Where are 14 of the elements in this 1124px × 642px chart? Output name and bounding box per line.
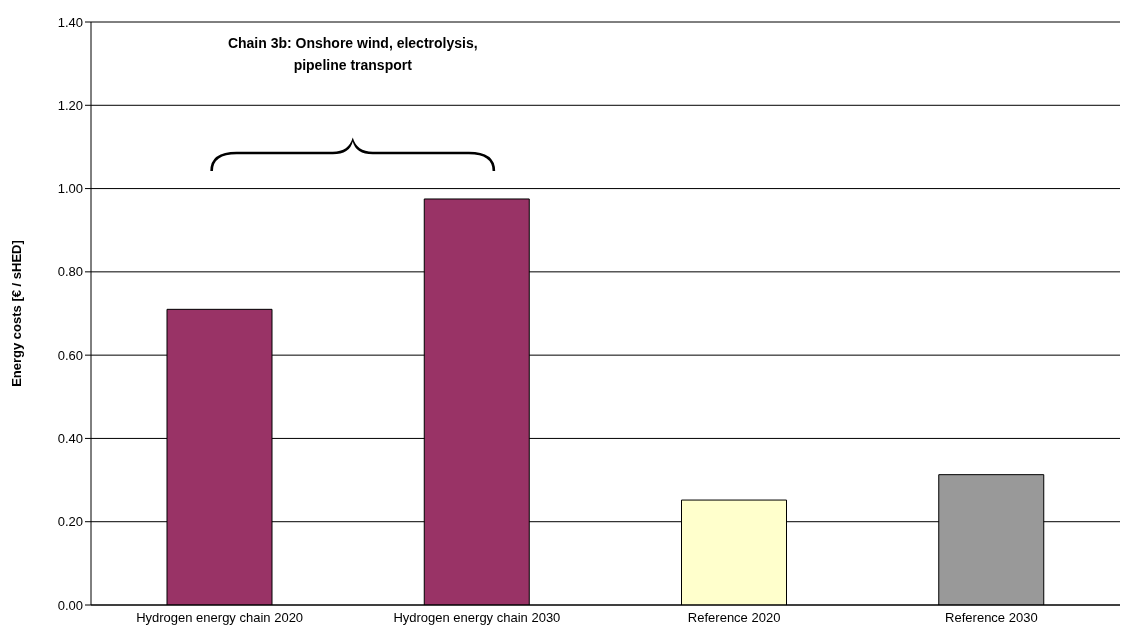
x-tick-label: Reference 2030 bbox=[945, 610, 1038, 626]
x-tick-label: Hydrogen energy chain 2030 bbox=[393, 610, 561, 626]
y-tick-label: 1.20 bbox=[57, 97, 83, 113]
y-axis-title: Energy costs [€ / sHED] bbox=[8, 240, 24, 387]
y-tick-label: 0.80 bbox=[57, 264, 83, 280]
annotation: Chain 3b: Onshore wind, electrolysis, pipeline transport bbox=[227, 35, 478, 73]
y-tick-label: 0.20 bbox=[57, 514, 83, 530]
x-tick-label: Reference 2020 bbox=[687, 610, 781, 626]
x-tick-label: Hydrogen energy chain 2020 bbox=[136, 610, 304, 626]
y-tick-label: 0.60 bbox=[57, 347, 83, 363]
y-tick-label: 0.00 bbox=[57, 597, 83, 613]
y-tick-label: 0.40 bbox=[57, 431, 83, 447]
y-tick-label: 1.40 bbox=[57, 14, 83, 30]
y-tick-label: 1.00 bbox=[57, 181, 83, 197]
